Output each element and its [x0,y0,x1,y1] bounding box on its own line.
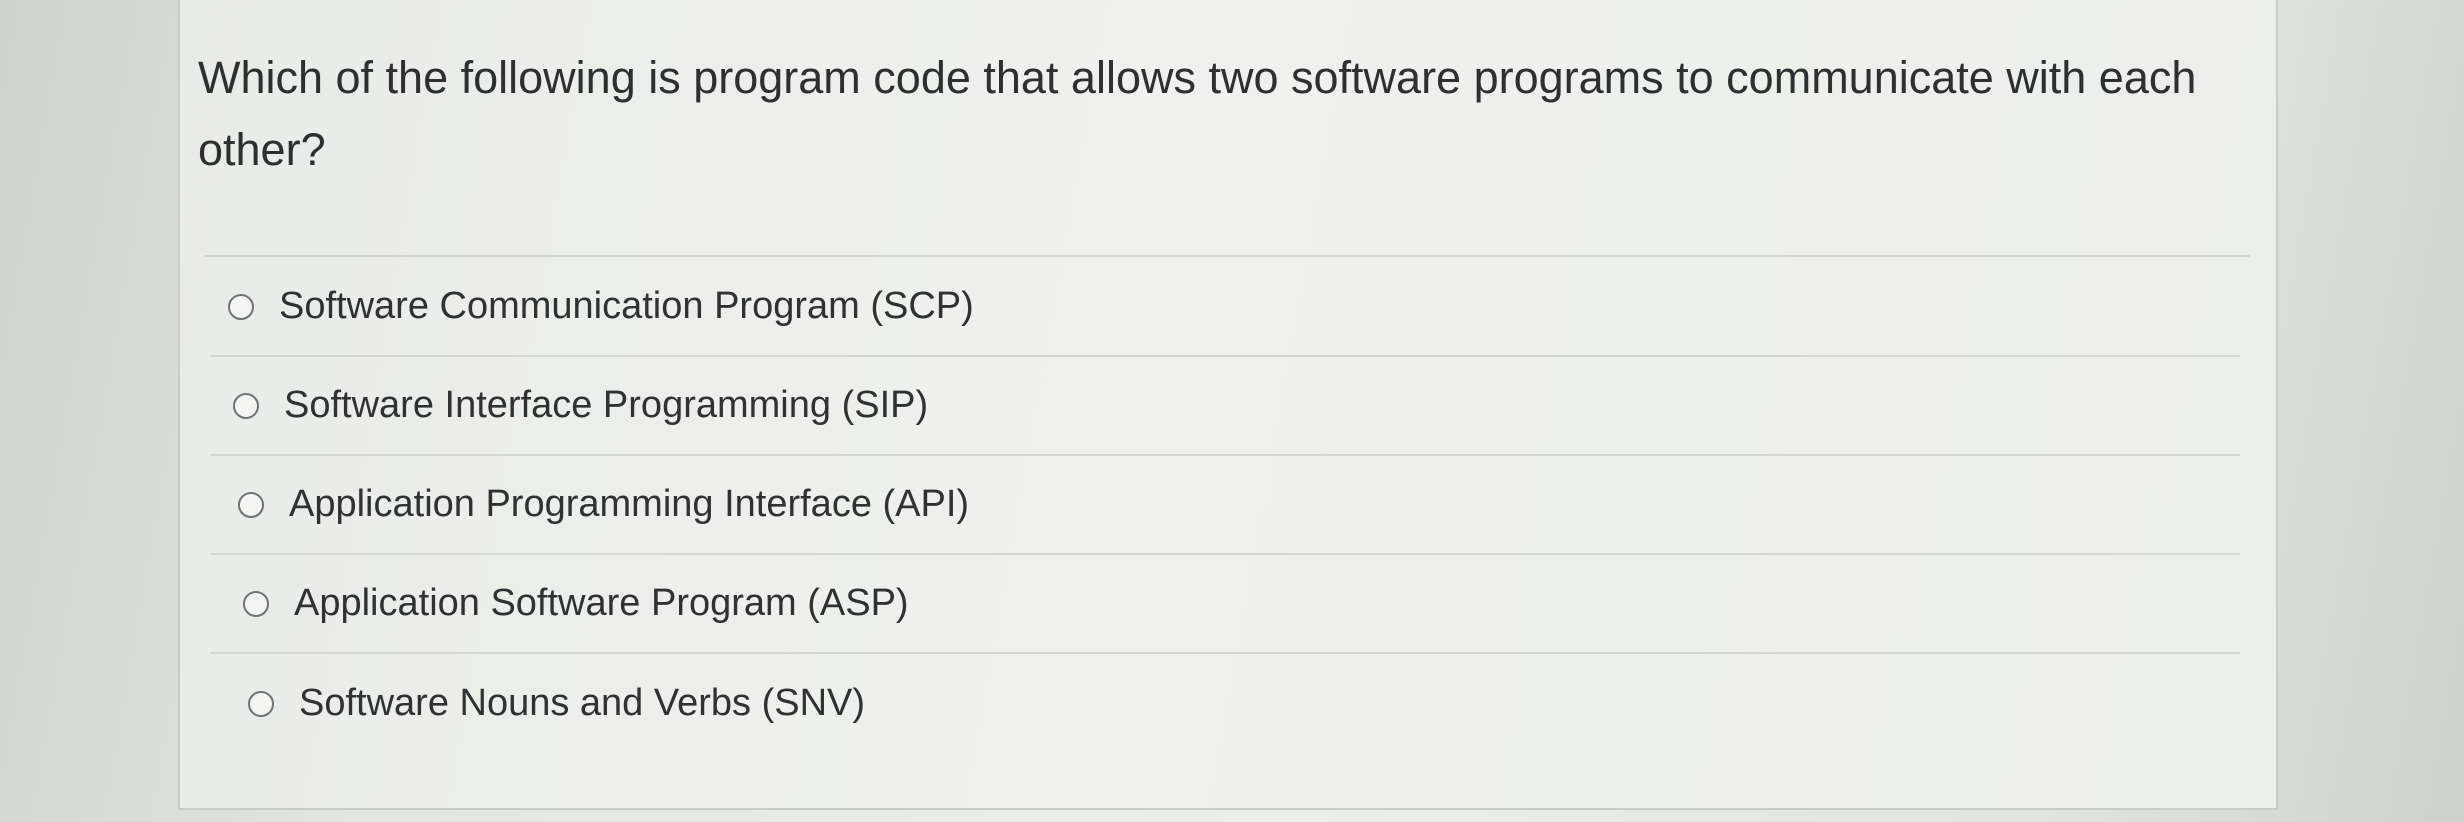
option-label: Application Software Program (ASP) [294,582,909,624]
radio-button[interactable] [248,690,274,717]
option-asp[interactable]: Application Software Program (ASP) [210,555,2240,654]
question-card: Which of the following is program code t… [178,0,2278,810]
option-scp[interactable]: Software Communication Program (SCP) [210,258,2240,357]
radio-button[interactable] [233,392,259,419]
option-api[interactable]: Application Programming Interface (API) [210,456,2240,555]
radio-button[interactable] [243,590,269,617]
radio-button[interactable] [238,491,264,518]
option-sip[interactable]: Software Interface Programming (SIP) [210,357,2240,456]
answer-options: Software Communication Program (SCP) Sof… [210,258,2240,753]
option-label: Application Programming Interface (API) [289,483,970,525]
option-label: Software Communication Program (SCP) [279,285,974,327]
option-label: Software Nouns and Verbs (SNV) [299,682,866,724]
radio-button[interactable] [228,293,254,320]
question-text: Which of the following is program code t… [198,52,2197,175]
option-snv[interactable]: Software Nouns and Verbs (SNV) [210,654,2240,753]
option-label: Software Interface Programming (SIP) [284,384,929,426]
question-divider [205,255,2250,257]
